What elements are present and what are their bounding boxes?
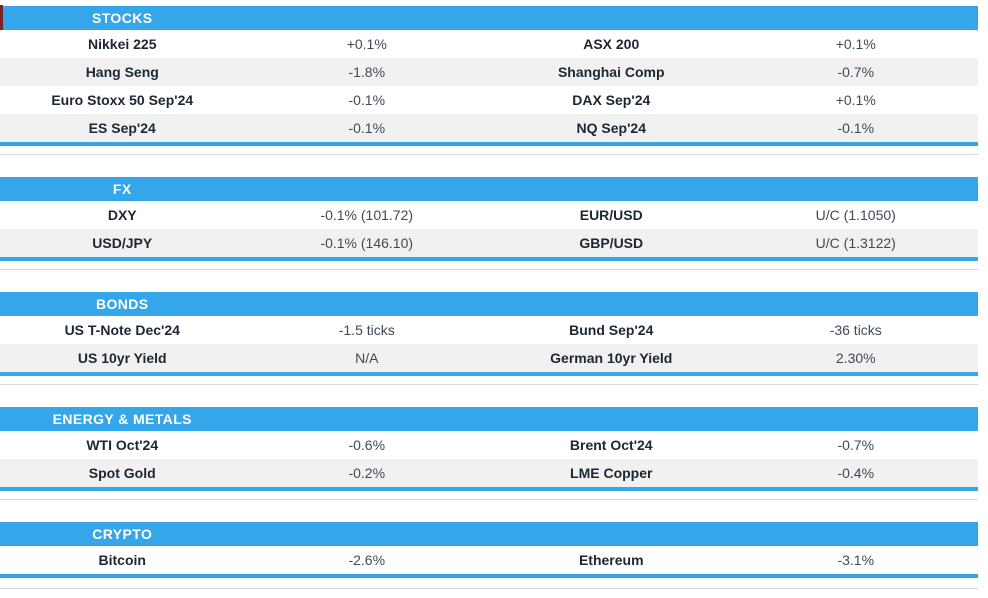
section-header-crypto: CRYPTO [0,522,978,546]
table-row: Bitcoin -2.6% Ethereum -3.1% [0,546,978,574]
instrument-value: +0.1% [835,36,876,52]
section-title-stocks: STOCKS [92,10,153,26]
instrument-label: German 10yr Yield [550,350,673,366]
instrument-label: WTI Oct'24 [86,437,159,453]
market-summary-table: STOCKS Nikkei 225 +0.1% ASX 200 +0.1% Hang S… [0,6,978,589]
section-divider [0,588,978,589]
instrument-label: NQ Sep'24 [576,120,646,136]
instrument-label: ASX 200 [583,36,640,52]
section-header-fx: FX [0,177,978,201]
instrument-value: -0.1% [348,92,386,108]
instrument-value: -0.7% [837,64,875,80]
instrument-label: Bitcoin [98,552,146,568]
instrument-label: Nikkei 225 [88,36,157,52]
section-header-stocks: STOCKS [0,6,978,30]
table-row: US T-Note Dec'24 -1.5 ticks Bund Sep'24 -36… [0,316,978,344]
section-title-bonds: BONDS [95,296,149,312]
section-header-bonds: BONDS [0,292,978,316]
instrument-value: -0.6% [348,437,386,453]
instrument-label: GBP/USD [579,235,644,251]
instrument-value: -0.1% (146.10) [320,235,414,251]
instrument-value: -1.8% [348,64,386,80]
table-row: Spot Gold -0.2% LME Copper -0.4% [0,459,978,487]
instrument-value: +0.1% [835,92,876,108]
instrument-label: Brent Oct'24 [569,437,653,453]
instrument-value: -1.5 ticks [338,322,395,338]
instrument-label: Bund Sep'24 [569,322,654,338]
instrument-label: EUR/USD [579,207,643,223]
instrument-value: U/C (1.3122) [815,235,896,251]
left-edge-mark [0,5,3,30]
instrument-value: -0.4% [837,465,875,481]
table-row: WTI Oct'24 -0.6% Brent Oct'24 -0.7% [0,431,978,459]
instrument-value: -0.1% [837,120,875,136]
instrument-value: -2.6% [348,552,386,568]
instrument-label: US T-Note Dec'24 [64,322,180,338]
instrument-value: +0.1% [346,36,387,52]
instrument-value: -0.2% [348,465,386,481]
section-divider [0,154,978,155]
section-header-energy-metals: ENERGY & METALS [0,407,978,431]
instrument-value: -0.1% [348,120,386,136]
instrument-label: Hang Seng [85,64,159,80]
section-divider [0,499,978,500]
table-row: Euro Stoxx 50 Sep'24 -0.1% DAX Sep'24 +0.1% [0,86,978,114]
instrument-value: -3.1% [837,552,875,568]
table-row: USD/JPY -0.1% (146.10) GBP/USD U/C (1.3122) [0,229,978,257]
instrument-label: Euro Stoxx 50 Sep'24 [51,92,194,108]
instrument-label: Shanghai Comp [557,64,665,80]
instrument-label: ES Sep'24 [88,120,156,136]
instrument-label: USD/JPY [92,235,153,251]
instrument-value: 2.30% [835,350,876,366]
table-row: ES Sep'24 -0.1% NQ Sep'24 -0.1% [0,114,978,142]
section-title-energy-metals: ENERGY & METALS [52,411,192,427]
instrument-value: N/A [355,350,379,366]
section-energy-metals: ENERGY & METALS WTI Oct'24 -0.6% Brent Oct… [0,407,978,491]
table-row: Nikkei 225 +0.1% ASX 200 +0.1% [0,30,978,58]
table-row: DXY -0.1% (101.72) EUR/USD U/C (1.1050) [0,201,978,229]
instrument-value: U/C (1.1050) [815,207,896,223]
instrument-label: US 10yr Yield [77,350,167,366]
instrument-value: -36 ticks [829,322,882,338]
section-title-crypto: CRYPTO [92,526,153,542]
section-stocks: STOCKS Nikkei 225 +0.1% ASX 200 +0.1% Hang S… [0,6,978,146]
instrument-value: -0.7% [837,437,875,453]
section-title-fx: FX [112,181,132,197]
section-fx: FX DXY -0.1% (101.72) EUR/USD U/C (1.1050) U… [0,177,978,261]
instrument-label: Ethereum [578,552,644,568]
instrument-label: LME Copper [570,465,653,481]
instrument-label: DAX Sep'24 [572,92,651,108]
table-row: US 10yr Yield N/A German 10yr Yield 2.30% [0,344,978,372]
instrument-value: -0.1% (101.72) [320,207,414,223]
section-crypto: CRYPTO Bitcoin -2.6% Ethereum -3.1% [0,522,978,578]
instrument-label: Spot Gold [88,465,156,481]
section-divider [0,269,978,270]
section-divider [0,384,978,385]
table-row: Hang Seng -1.8% Shanghai Comp -0.7% [0,58,978,86]
section-bonds: BONDS US T-Note Dec'24 -1.5 ticks Bund Sep… [0,292,978,376]
instrument-label: DXY [107,207,137,223]
